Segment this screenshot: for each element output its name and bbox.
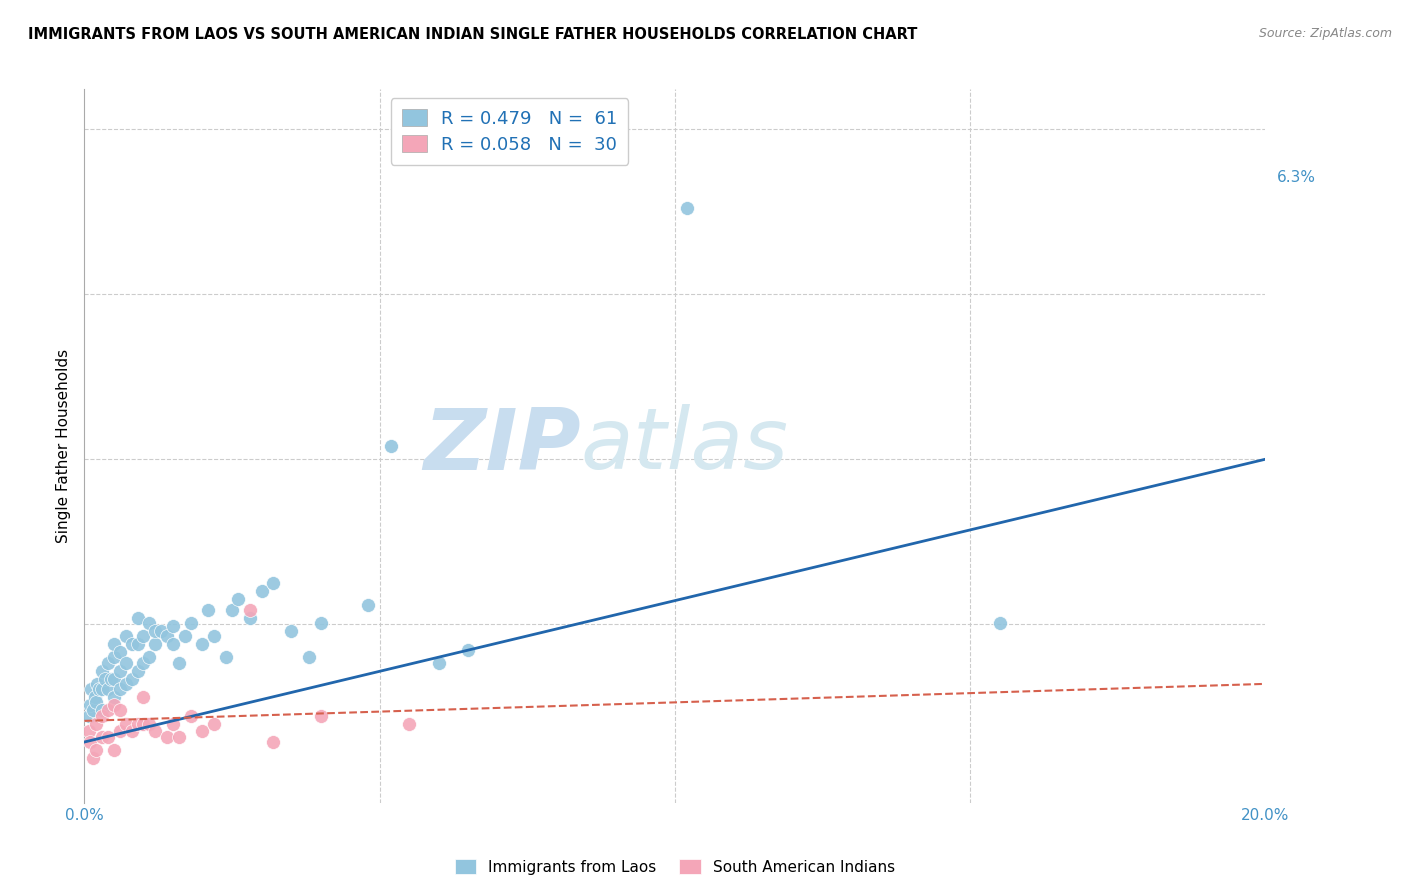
Point <box>221 603 243 617</box>
Point <box>162 716 184 731</box>
Point <box>298 650 321 665</box>
Point <box>82 751 104 765</box>
Point <box>100 672 122 686</box>
Point <box>180 708 202 723</box>
Point <box>121 672 143 686</box>
Point <box>138 616 160 631</box>
Point <box>114 629 136 643</box>
Point <box>97 703 120 717</box>
Point <box>103 743 125 757</box>
Text: 6.3%: 6.3% <box>1277 170 1316 186</box>
Point <box>138 650 160 665</box>
Point <box>202 629 225 643</box>
Text: Source: ZipAtlas.com: Source: ZipAtlas.com <box>1258 27 1392 40</box>
Point <box>103 672 125 686</box>
Point <box>675 201 697 215</box>
Point <box>91 664 114 678</box>
Point <box>398 716 420 731</box>
Point <box>156 629 179 643</box>
Point <box>180 616 202 631</box>
Point <box>143 624 166 638</box>
Point <box>87 682 111 697</box>
Point <box>103 690 125 704</box>
Point <box>103 698 125 712</box>
Point <box>91 682 114 697</box>
Point <box>457 642 479 657</box>
Point <box>127 716 149 731</box>
Point <box>114 677 136 691</box>
Point <box>132 716 155 731</box>
Point <box>167 730 190 744</box>
Point <box>84 695 107 709</box>
Point <box>103 650 125 665</box>
Point <box>167 656 190 670</box>
Point <box>127 611 149 625</box>
Y-axis label: Single Father Households: Single Father Households <box>56 349 72 543</box>
Point <box>226 592 249 607</box>
Point <box>84 743 107 757</box>
Point <box>77 724 100 739</box>
Point <box>280 624 302 638</box>
Point <box>97 730 120 744</box>
Point <box>79 735 101 749</box>
Text: IMMIGRANTS FROM LAOS VS SOUTH AMERICAN INDIAN SINGLE FATHER HOUSEHOLDS CORRELATI: IMMIGRANTS FROM LAOS VS SOUTH AMERICAN I… <box>28 27 918 42</box>
Point <box>108 682 131 697</box>
Point <box>250 584 273 599</box>
Point <box>309 616 332 631</box>
Point <box>108 645 131 659</box>
Point <box>91 708 114 723</box>
Point <box>97 656 120 670</box>
Point <box>262 576 284 591</box>
Point <box>80 682 103 697</box>
Legend: Immigrants from Laos, South American Indians: Immigrants from Laos, South American Ind… <box>449 853 901 880</box>
Point <box>103 637 125 651</box>
Point <box>191 724 214 739</box>
Point <box>162 637 184 651</box>
Point <box>108 724 131 739</box>
Point <box>156 730 179 744</box>
Point <box>262 735 284 749</box>
Point <box>239 603 262 617</box>
Point <box>121 637 143 651</box>
Point <box>132 656 155 670</box>
Point <box>197 603 219 617</box>
Point <box>162 618 184 632</box>
Point <box>79 698 101 712</box>
Point <box>108 664 131 678</box>
Point <box>173 629 195 643</box>
Point <box>239 611 262 625</box>
Point <box>121 724 143 739</box>
Point <box>215 650 238 665</box>
Point <box>94 672 117 686</box>
Point <box>138 716 160 731</box>
Point <box>380 439 402 453</box>
Point <box>132 690 155 704</box>
Point <box>309 708 332 723</box>
Text: atlas: atlas <box>581 404 789 488</box>
Point <box>202 716 225 731</box>
Point <box>191 637 214 651</box>
Point <box>84 716 107 731</box>
Point <box>143 637 166 651</box>
Point <box>91 703 114 717</box>
Point <box>988 616 1011 631</box>
Point <box>97 682 120 697</box>
Point <box>108 703 131 717</box>
Point <box>427 656 450 670</box>
Point <box>91 730 114 744</box>
Point <box>132 629 155 643</box>
Point <box>82 703 104 717</box>
Point <box>84 690 107 704</box>
Point <box>114 716 136 731</box>
Point <box>127 664 149 678</box>
Point <box>77 708 100 723</box>
Point <box>143 724 166 739</box>
Point <box>357 598 380 612</box>
Point <box>127 637 149 651</box>
Point <box>114 656 136 670</box>
Point <box>86 677 108 691</box>
Text: ZIP: ZIP <box>423 404 581 488</box>
Point <box>150 624 173 638</box>
